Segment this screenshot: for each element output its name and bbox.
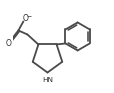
Text: HN: HN bbox=[42, 77, 53, 82]
Text: −: − bbox=[26, 13, 31, 18]
Text: O: O bbox=[23, 14, 29, 23]
Text: O: O bbox=[6, 39, 12, 48]
